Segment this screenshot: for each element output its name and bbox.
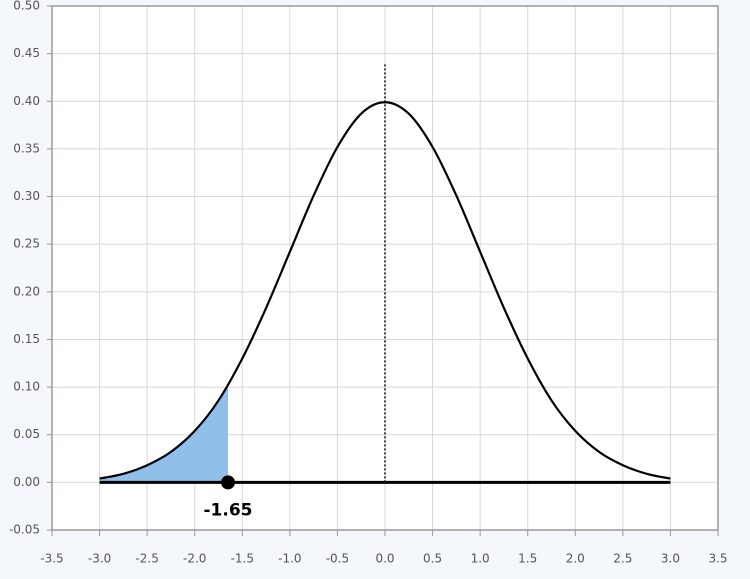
marker [221, 475, 236, 490]
x-tick-label: 2.5 [613, 552, 632, 566]
x-tick-label: -3.0 [88, 552, 111, 566]
y-tick-label: 0.25 [13, 237, 40, 251]
y-tick-label: 0.15 [13, 332, 40, 346]
y-tick-label: 0.35 [13, 141, 40, 155]
x-tick-label: 3.0 [661, 552, 680, 566]
x-tick-label: -2.5 [135, 552, 158, 566]
x-tick-label: 2.0 [566, 552, 585, 566]
y-tick-label: 0.40 [13, 94, 40, 108]
curve [99, 101, 671, 480]
x-tick-label: -3.5 [40, 552, 63, 566]
y-tick-label: 0.00 [13, 475, 40, 489]
x-tick-label: -1.0 [278, 552, 301, 566]
y-tick-label: 0.50 [13, 0, 40, 13]
y-tick-label: 0.10 [13, 380, 40, 394]
x-tick-label: -2.0 [183, 552, 206, 566]
shaded-area [99, 385, 229, 483]
y-tick-label: 0.05 [13, 427, 40, 441]
y-tick-label: -0.05 [9, 523, 40, 537]
x-tick-label: -1.5 [231, 552, 254, 566]
x-tick-label: 3.5 [708, 552, 727, 566]
x-tick-label: 1.5 [518, 552, 537, 566]
marker-label: -1.65 [204, 500, 253, 520]
x-tick-label: 0.5 [423, 552, 442, 566]
plot-border [51, 5, 719, 531]
x-tick-label: 1.0 [471, 552, 490, 566]
x-tick-label: 0.0 [375, 552, 394, 566]
y-tick-label: 0.30 [13, 189, 40, 203]
y-tick-label: 0.20 [13, 284, 40, 298]
x-tick-label: -0.5 [326, 552, 349, 566]
y-tick-label: 0.45 [13, 46, 40, 60]
